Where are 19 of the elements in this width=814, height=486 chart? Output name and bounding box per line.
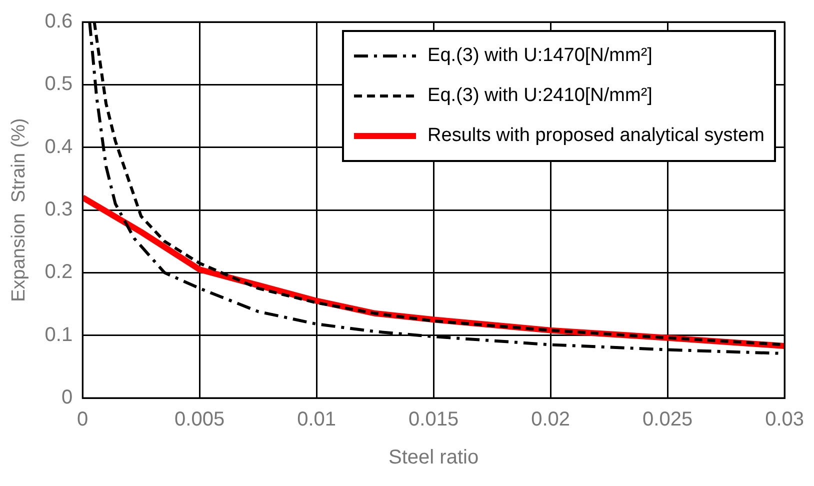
y-tick-label: 0.2	[44, 261, 73, 284]
x-tick-label: 0.025	[642, 408, 693, 431]
x-tick-label: 0.02	[531, 408, 570, 431]
y-tick-label: 0.3	[44, 198, 73, 221]
legend-label: Results with proposed analytical system	[428, 125, 764, 147]
y-tick-label: 0.5	[44, 73, 73, 96]
x-tick-label: 0.005	[174, 408, 225, 431]
y-tick-label: 0.1	[44, 324, 73, 346]
x-tick-label: 0	[77, 408, 88, 431]
x-axis-title: Steel ratio	[388, 446, 479, 469]
x-tick-label: 0.03	[765, 408, 804, 431]
x-tick-label: 0.015	[408, 408, 459, 431]
y-axis-title: Expansion Strain (%)	[8, 118, 30, 302]
y-tick-label: 0	[61, 386, 73, 409]
y-tick-label: 0.4	[44, 136, 73, 158]
y-tick-label: 0.6	[44, 10, 73, 33]
x-tick-label: 0.01	[297, 408, 336, 431]
legend-label: Eq.(3) with U:2410[N/mm²]	[428, 85, 652, 107]
legend-label: Eq.(3) with U:1470[N/mm²]	[428, 45, 652, 67]
